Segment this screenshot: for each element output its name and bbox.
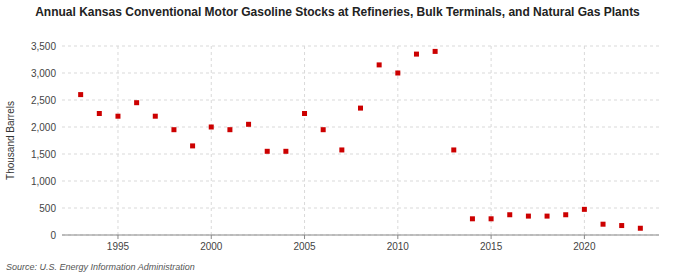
grid-line — [62, 208, 659, 209]
point — [190, 143, 195, 148]
x-tick — [584, 235, 585, 239]
y-tick-label: 2,000 — [31, 122, 56, 133]
title: Annual Kansas Conventional Motor Gasolin… — [35, 5, 640, 19]
point — [209, 125, 214, 130]
point — [265, 149, 270, 154]
point — [358, 106, 363, 111]
point — [619, 223, 624, 228]
point — [153, 114, 158, 119]
y-axis: 0 500 1,000 1,500 2,000 2,500 3,000 3,500 — [31, 41, 56, 241]
grid-line — [62, 235, 659, 236]
point — [246, 122, 251, 127]
point — [582, 207, 587, 212]
x-tick — [304, 235, 305, 239]
point — [377, 62, 382, 67]
point — [470, 216, 475, 221]
grid-line — [584, 46, 585, 235]
point — [507, 212, 512, 217]
chart: Annual Kansas Conventional Motor Gasolin… — [0, 0, 675, 275]
grid — [62, 46, 659, 235]
point — [227, 127, 232, 132]
point — [489, 216, 494, 221]
points — [78, 49, 643, 231]
y-tick-label: 3,500 — [31, 41, 56, 52]
x-tick-label: 2010 — [387, 241, 410, 252]
grid-line — [211, 46, 212, 235]
y-tick-label: 0 — [50, 230, 56, 241]
grid-line — [62, 100, 659, 101]
x-axis-line — [62, 235, 659, 236]
grid-line — [62, 181, 659, 182]
y-tick-label: 2,500 — [31, 95, 56, 106]
grid-line — [491, 46, 492, 235]
point — [339, 147, 344, 152]
point — [302, 111, 307, 116]
x-tick-label: 2000 — [200, 241, 223, 252]
grid-line — [62, 154, 659, 155]
point — [526, 214, 531, 219]
grid-line — [117, 46, 118, 235]
point — [638, 226, 643, 231]
x-tick-label: 1995 — [107, 241, 130, 252]
point — [134, 100, 139, 105]
y-tick-label: 500 — [39, 203, 56, 214]
grid-line — [62, 127, 659, 128]
x-tick-label: 2020 — [573, 241, 596, 252]
y-axis-label: Thousand Barrels — [5, 101, 16, 180]
point — [563, 212, 568, 217]
grid-line — [304, 46, 305, 235]
x-axis: 1995 2000 2005 2010 2015 2020 — [62, 235, 659, 252]
point — [414, 52, 419, 57]
grid-line — [62, 73, 659, 74]
point — [97, 111, 102, 116]
x-tick-label: 2005 — [293, 241, 316, 252]
point — [78, 92, 83, 97]
point — [545, 214, 550, 219]
x-tick — [491, 235, 492, 239]
point — [115, 114, 120, 119]
y-tick-label: 1,500 — [31, 149, 56, 160]
point — [433, 49, 438, 54]
point — [601, 222, 606, 227]
point — [283, 149, 288, 154]
point — [171, 127, 176, 132]
grid-line — [62, 46, 659, 47]
point — [321, 127, 326, 132]
x-tick-label: 2015 — [480, 241, 503, 252]
point — [451, 147, 456, 152]
y-tick-label: 1,000 — [31, 176, 56, 187]
point — [395, 71, 400, 76]
source: Source: U.S. Energy Information Administ… — [6, 262, 195, 272]
x-tick — [117, 235, 118, 239]
y-tick-label: 3,000 — [31, 68, 56, 79]
x-tick — [211, 235, 212, 239]
x-tick — [397, 235, 398, 239]
